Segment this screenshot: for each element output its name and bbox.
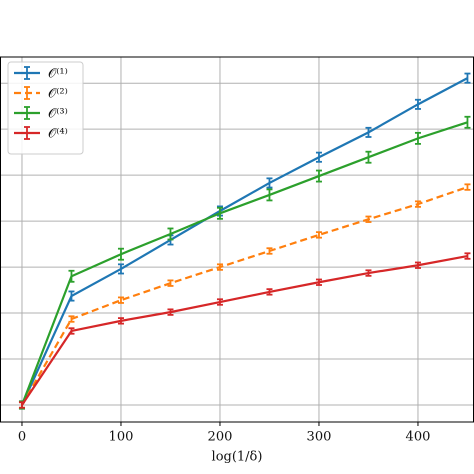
legend-label: 𝒪⁽²⁾ xyxy=(48,87,68,102)
error-bar xyxy=(167,227,174,241)
x-tick-label: 0 xyxy=(18,430,26,445)
error-bar xyxy=(414,261,421,269)
error-bar xyxy=(167,279,174,287)
error-bar xyxy=(266,288,273,296)
error-bar xyxy=(315,151,322,163)
error-bar xyxy=(414,131,421,145)
error-bar xyxy=(117,296,124,304)
error-bar xyxy=(365,215,372,223)
error-bar xyxy=(68,315,75,323)
error-bar xyxy=(68,290,75,302)
error-bar xyxy=(414,200,421,208)
legend-label: 𝒪⁽³⁾ xyxy=(48,107,68,122)
error-bar xyxy=(266,188,273,202)
x-tick-label: 100 xyxy=(109,430,134,445)
legend-label: 𝒪⁽¹⁾ xyxy=(48,67,68,82)
error-bar xyxy=(315,278,322,286)
series-line xyxy=(21,186,468,406)
x-tick-label: 400 xyxy=(406,430,431,445)
series-line xyxy=(20,121,468,406)
x-tick-label: 200 xyxy=(208,430,233,445)
error-bar xyxy=(266,247,273,255)
error-bar xyxy=(365,126,372,138)
error-bar xyxy=(365,150,372,164)
error-bar xyxy=(216,206,223,220)
x-tick-label: 300 xyxy=(307,430,332,445)
error-bar xyxy=(464,183,471,191)
legend-label: 𝒪⁽⁴⁾ xyxy=(48,127,68,142)
series-line xyxy=(21,254,468,406)
error-bar xyxy=(216,263,223,271)
error-bar xyxy=(68,327,75,335)
error-bar xyxy=(464,115,471,129)
error-bar xyxy=(464,72,471,84)
error-bar xyxy=(18,401,25,409)
error-bar xyxy=(315,231,322,239)
series-line xyxy=(20,77,468,406)
x-axis-label: log(1/δ) xyxy=(212,450,263,465)
error-bar xyxy=(266,177,273,189)
error-bar xyxy=(315,169,322,183)
error-bar xyxy=(216,298,223,306)
error-bar xyxy=(117,317,124,325)
error-bar xyxy=(117,263,124,275)
legend-box xyxy=(7,61,84,155)
error-bar xyxy=(68,269,75,283)
error-bar xyxy=(117,247,124,261)
error-bar xyxy=(464,252,471,260)
error-bar xyxy=(414,98,421,110)
error-bar xyxy=(365,269,372,277)
error-bar xyxy=(167,308,174,316)
